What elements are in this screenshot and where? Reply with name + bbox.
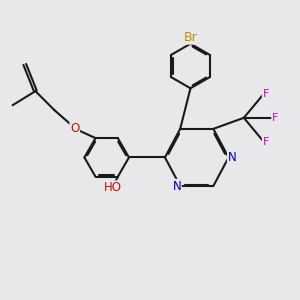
Text: Br: Br [184,31,197,44]
Text: F: F [262,137,269,147]
Text: O: O [70,122,80,135]
Text: HO: HO [104,181,122,194]
Text: N: N [172,179,181,193]
Text: F: F [272,113,278,123]
Text: F: F [262,88,269,98]
Text: N: N [228,151,236,164]
